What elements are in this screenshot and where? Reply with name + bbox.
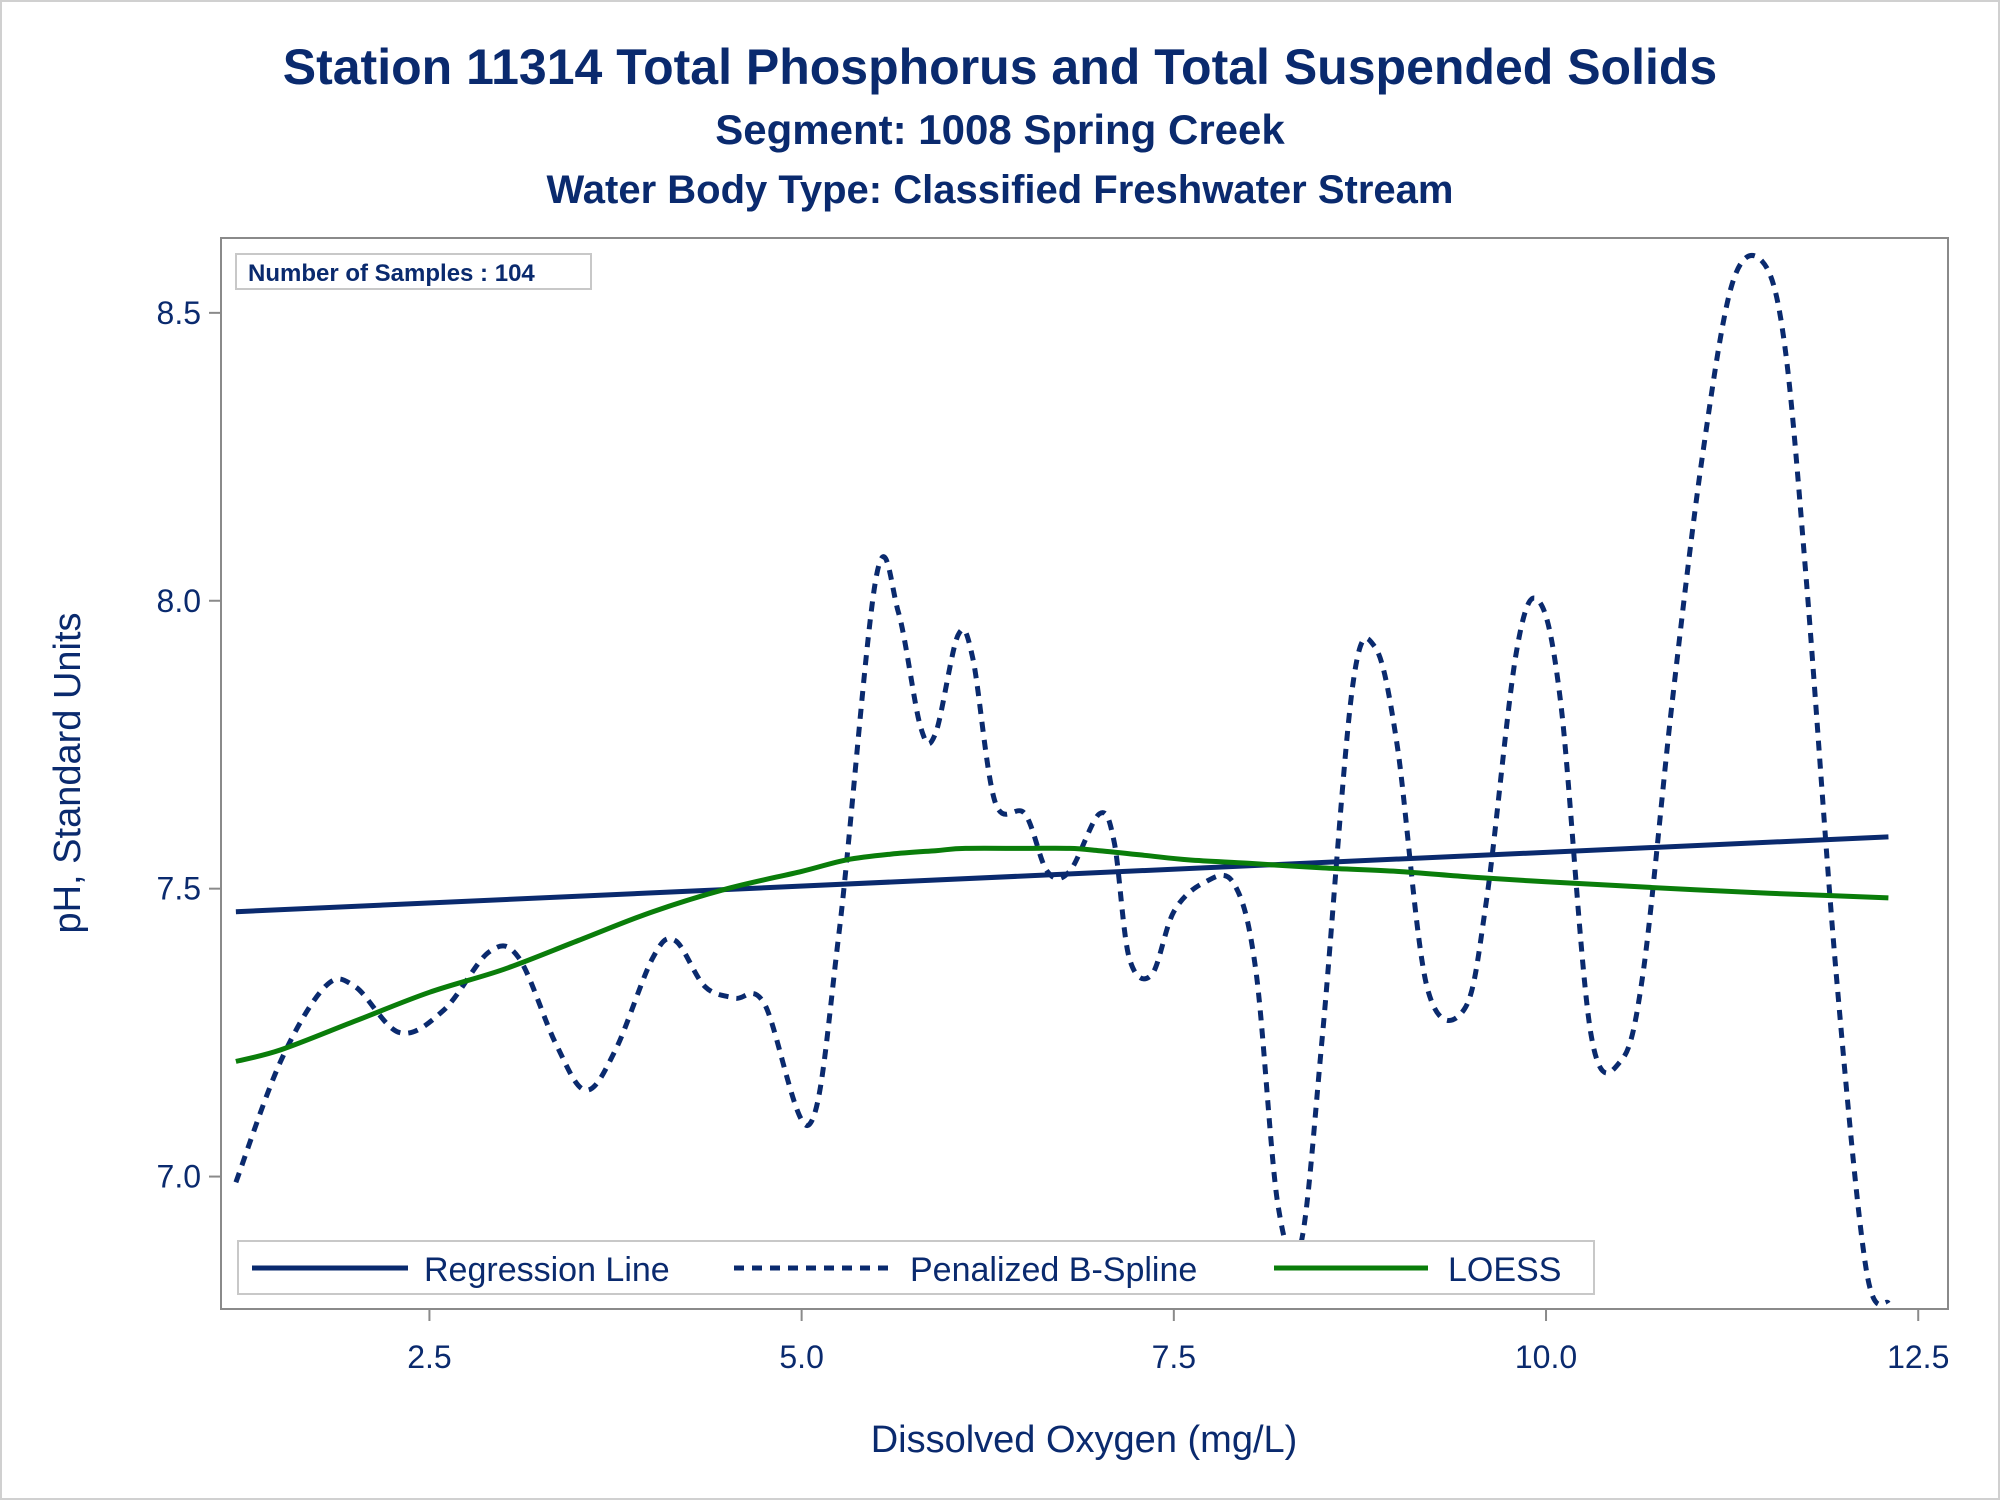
chart-subtitle-segment: Segment: 1008 Spring Creek	[715, 106, 1285, 153]
legend: Regression Line Penalized B-Spline LOESS	[237, 1240, 1595, 1295]
y-axis: 7.0 7.5 8.0 8.5	[157, 295, 221, 1195]
legend-label-bspline: Penalized B-Spline	[910, 1251, 1197, 1289]
x-tick-label: 12.5	[1887, 1339, 1949, 1375]
regression-line	[235, 834, 1889, 915]
series-layer	[233, 252, 1891, 1307]
samples-inset-label: Number of Samples : 104	[248, 260, 535, 287]
legend-label-loess: LOESS	[1448, 1251, 1561, 1289]
y-axis-label: pH, Standard Units	[47, 612, 89, 933]
x-axis: 2.5 5.0 7.5 10.0 12.5	[407, 1309, 1949, 1375]
chart-title: Station 11314 Total Phosphorus and Total…	[282, 39, 1718, 95]
y-tick-label: 8.0	[157, 583, 201, 619]
y-tick-label: 8.5	[157, 295, 201, 331]
loess-line	[235, 845, 1889, 1064]
legend-label-regression: Regression Line	[424, 1251, 670, 1289]
samples-inset-box	[235, 253, 592, 290]
x-tick-label: 10.0	[1515, 1339, 1577, 1375]
y-tick-label: 7.5	[157, 871, 201, 907]
y-tick-label: 7.0	[157, 1159, 201, 1195]
x-tick-label: 5.0	[779, 1339, 823, 1375]
bspline-line	[233, 252, 1891, 1307]
x-tick-label: 7.5	[1152, 1339, 1196, 1375]
x-axis-label: Dissolved Oxygen (mg/L)	[871, 1419, 1298, 1461]
plot-area	[220, 237, 1949, 1310]
chart-subtitle-waterbody: Water Body Type: Classified Freshwater S…	[546, 168, 1454, 212]
x-tick-label: 2.5	[407, 1339, 451, 1375]
samples-inset: Number of Samples : 104	[235, 253, 592, 290]
